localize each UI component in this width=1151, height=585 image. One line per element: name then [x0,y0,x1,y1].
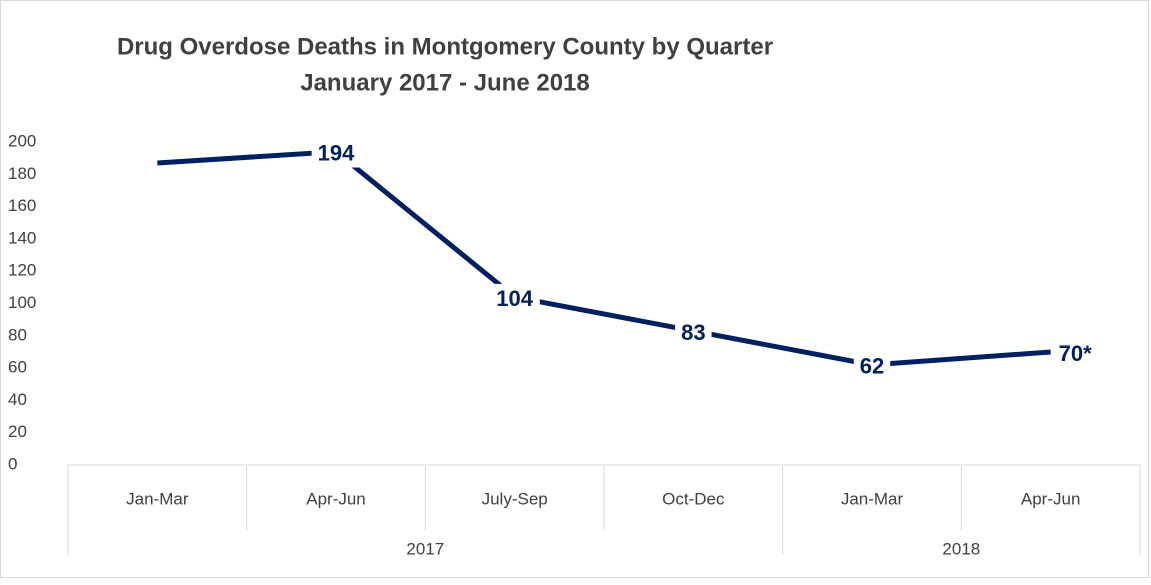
data-label: 104 [496,286,533,311]
x-tick-label: Jan-Mar [126,489,189,508]
y-tick-label: 100 [8,293,36,312]
data-label: 62 [860,354,884,379]
x-tick-label: Apr-Jun [306,489,366,508]
line [157,149,1051,368]
y-tick-label: 60 [8,358,27,377]
label-background [490,283,540,313]
y-tick-label: 200 [8,131,36,150]
label-background [675,317,712,347]
group-label: 2018 [942,539,980,558]
label-background [311,138,362,168]
y-tick-label: 0 [8,454,17,473]
y-tick-label: 160 [8,196,36,215]
x-tick-label: Jan-Mar [841,489,904,508]
chart-subtitle: January 2017 - June 2018 [300,69,590,96]
data-label: 70* [1059,341,1092,366]
y-tick-label: 140 [8,228,36,247]
label-background [853,351,891,381]
data-label: 83 [681,320,705,345]
data-label: 194 [318,141,355,166]
y-tick-label: 80 [8,325,27,344]
y-tick-label: 120 [8,261,36,280]
group-label: 2017 [406,539,444,558]
y-tick-label: 40 [8,390,27,409]
chart-title: Drug Overdose Deaths in Montgomery Count… [117,33,773,60]
y-tick-label: 180 [8,164,36,183]
y-tick-label: 20 [8,422,27,441]
x-tick-label: July-Sep [482,489,548,508]
label-background [1052,338,1099,368]
x-tick-label: Apr-Jun [1021,489,1081,508]
x-tick-label: Oct-Dec [662,489,725,508]
